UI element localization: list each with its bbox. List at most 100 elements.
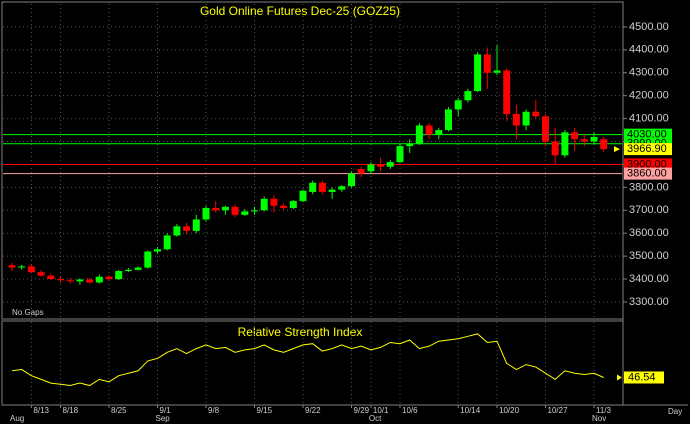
last-value-arrow — [617, 374, 622, 381]
candle-body — [551, 141, 559, 156]
rsi-line — [11, 333, 604, 387]
x-tick-label: 9/22 — [305, 406, 321, 415]
candle-body — [299, 190, 307, 202]
candle-body — [348, 173, 355, 187]
rsi-title: Relative Strength Index — [238, 325, 363, 339]
x-tick-label: 8/25 — [111, 406, 127, 415]
candle-body — [561, 132, 569, 156]
level-label-box — [624, 158, 672, 171]
candle-body — [241, 211, 249, 215]
candle-body — [503, 70, 511, 115]
x-tick-label: 10/6 — [402, 406, 418, 415]
candle-body — [115, 271, 123, 280]
candle-body — [37, 272, 45, 276]
candle-body — [580, 139, 588, 142]
candle-body — [124, 269, 132, 272]
candle-body — [590, 136, 598, 142]
level-label: 3860.00 — [627, 168, 667, 180]
y-tick-label: 4400.00 — [629, 44, 669, 56]
annotation: No Gaps — [12, 308, 44, 317]
candle-body — [260, 198, 268, 211]
x-tick-label: 9/29 — [354, 406, 370, 415]
level-label: 4030.00 — [627, 129, 667, 141]
last-price-arrow — [614, 146, 620, 153]
candle-body — [338, 186, 346, 190]
y-tick-label: 3600.00 — [629, 227, 669, 239]
candle-body — [27, 266, 35, 273]
x-axis-label: Day — [668, 407, 682, 416]
candle-body — [8, 265, 16, 268]
level-label-box — [624, 128, 672, 141]
last-value-box — [624, 371, 664, 384]
month-label: Aug — [10, 414, 24, 423]
candle-body — [425, 125, 433, 135]
candle-body — [318, 182, 326, 192]
candle-body — [231, 206, 239, 215]
last-price-label: 3966.90 — [627, 143, 667, 155]
candle-body — [377, 164, 385, 167]
candle-body — [464, 91, 472, 101]
candle-body — [95, 276, 103, 283]
candle-body — [474, 54, 482, 92]
x-tick-label: 11/3 — [596, 406, 612, 415]
x-tick-label: 10/1 — [373, 406, 389, 415]
candle-body — [289, 201, 297, 208]
x-tick-label: 10/14 — [460, 406, 481, 415]
last-value-label: 46.54 — [628, 371, 656, 383]
x-tick-label: 8/13 — [33, 406, 49, 415]
x-tick-label: 9/1 — [160, 406, 172, 415]
candle-body — [357, 169, 365, 174]
candle-body — [309, 182, 317, 192]
candle-body — [86, 279, 94, 283]
y-tick-label: 4200.00 — [629, 90, 669, 102]
candle-body — [435, 130, 443, 135]
candle-body — [600, 139, 608, 150]
candle-body — [212, 207, 220, 211]
x-tick-label: 10/27 — [548, 406, 569, 415]
candle-body — [483, 54, 491, 73]
candle-body — [532, 111, 540, 117]
candle-body — [280, 205, 288, 208]
y-tick-label: 3500.00 — [629, 250, 669, 262]
x-tick-label: 10/20 — [499, 406, 520, 415]
candle-body — [571, 132, 579, 140]
candle-body — [47, 275, 55, 280]
y-tick-label: 3700.00 — [629, 204, 669, 216]
candle-body — [445, 109, 452, 131]
candle-body — [202, 207, 210, 220]
y-tick-label: 3800.00 — [629, 181, 669, 193]
candle-body — [493, 70, 501, 73]
candle-body — [134, 267, 142, 270]
month-label: Oct — [369, 414, 382, 423]
candle-body — [406, 143, 414, 147]
month-label: Nov — [592, 414, 606, 423]
candle-body — [328, 189, 336, 192]
level-label: 3900.00 — [627, 158, 667, 170]
candle-body — [542, 116, 549, 142]
last-price-box — [624, 143, 672, 156]
candle-body — [183, 226, 191, 231]
y-tick-label: 4500.00 — [629, 21, 669, 33]
x-tick-label: 9/8 — [208, 406, 220, 415]
x-tick-label: 8/18 — [63, 406, 79, 415]
candle-body — [396, 146, 404, 163]
candle-body — [512, 114, 520, 126]
candle-body — [270, 198, 278, 206]
y-tick-label: 3300.00 — [629, 296, 669, 308]
x-tick-label: 9/15 — [257, 406, 273, 415]
level-label-box — [624, 167, 672, 180]
candle-body — [386, 162, 394, 167]
candle-body — [66, 280, 74, 282]
candle-body — [173, 226, 181, 236]
chart-title: Gold Online Futures Dec-25 (GOZ25) — [200, 4, 400, 18]
candle-body — [251, 210, 258, 212]
y-tick-label: 4100.00 — [629, 113, 669, 125]
candle-body — [192, 219, 200, 231]
month-label: Sep — [156, 414, 171, 423]
y-tick-label: 4300.00 — [629, 67, 669, 79]
candle-body — [367, 164, 375, 172]
candle-body — [18, 266, 26, 268]
candle-body — [57, 279, 64, 281]
candle-body — [522, 111, 530, 126]
candle-body — [76, 279, 84, 282]
